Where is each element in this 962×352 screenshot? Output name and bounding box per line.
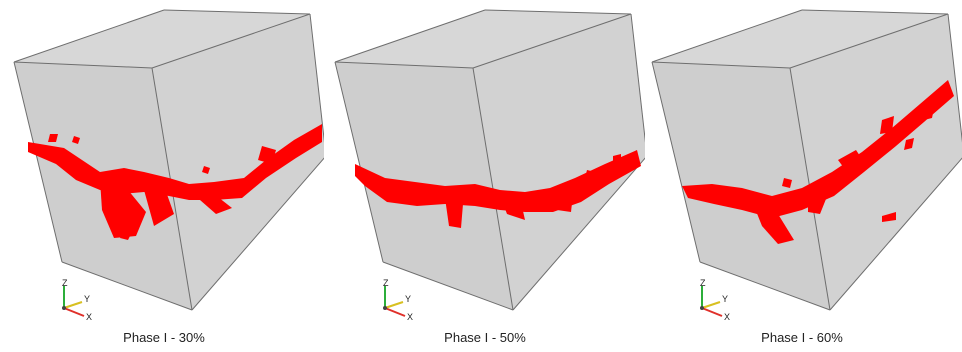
axis-label-x: X [86, 312, 92, 322]
crack-band [28, 124, 322, 240]
axis-label-y: Y [405, 294, 411, 304]
cube-right-face [473, 14, 645, 310]
axis-label-z: Z [700, 278, 706, 288]
cube-left-face [652, 62, 830, 310]
panel-phase-30: Z Y X Phase I - 30% [4, 0, 324, 352]
axis-label-y: Y [722, 294, 728, 304]
axis-label-x: X [724, 312, 730, 322]
cube-render: Z Y X [13, 9, 324, 322]
axis-label-z: Z [383, 278, 389, 288]
panel-caption: Phase I - 50% [444, 330, 526, 345]
axes-triad: Z Y X [700, 278, 730, 322]
cube-render: Z Y X [334, 9, 645, 322]
axes-triad: Z Y X [383, 278, 413, 322]
panel-caption: Phase I - 60% [761, 330, 843, 345]
cube-top-face [652, 10, 948, 68]
axis-label-z: Z [62, 278, 68, 288]
axes-triad: Z Y X [62, 278, 92, 322]
cube-right-face [152, 14, 324, 310]
cube-top-face [14, 10, 310, 68]
axis-label-x: X [407, 312, 413, 322]
panel-phase-50: Z Y X Phase I - 50% [325, 0, 645, 352]
axis-label-y: Y [84, 294, 90, 304]
cube-render: Z Y X [651, 9, 962, 322]
panel-caption: Phase I - 30% [123, 330, 205, 345]
cube-edges [13, 9, 324, 311]
crack-band [355, 150, 641, 228]
crack-band [682, 80, 954, 244]
panel-phase-60: Z Y X Phase I - 60% [642, 0, 962, 352]
cube-top-face [335, 10, 631, 68]
